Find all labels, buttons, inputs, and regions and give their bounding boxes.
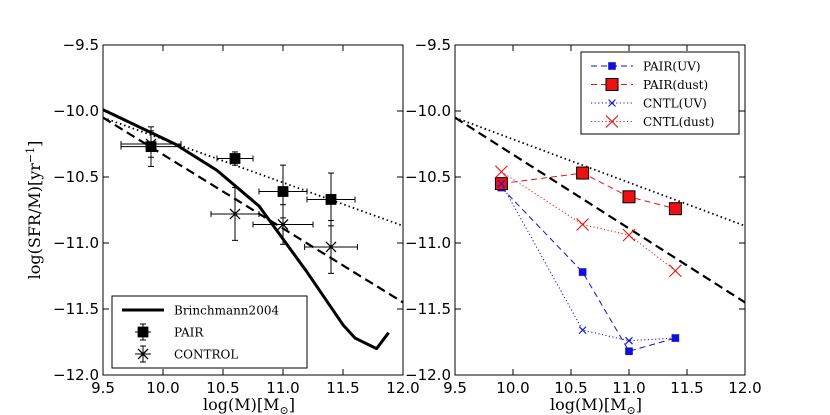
data-point: [576, 218, 589, 231]
x-axis-label-sub: ⊙: [627, 404, 636, 415]
y-axis-label-main: log(SFR/M)[yr: [25, 163, 44, 280]
legend-entry-brinchmann2004-label: Brinchmann2004: [174, 304, 279, 318]
y-axis-label-sup: −1: [24, 147, 37, 163]
x-axis-label: log(M)[M⊙]: [203, 395, 295, 415]
x-tick-label: 12.0: [386, 379, 419, 397]
x-axis-label: log(M)[M⊙]: [550, 395, 642, 415]
data-point: [625, 347, 633, 356]
data-point: [622, 228, 636, 242]
pair-point: [277, 186, 289, 197]
y-tick-label: −10.0: [405, 102, 451, 120]
legend-entry-cntl-uv-label: CNTL(UV): [643, 97, 707, 111]
y-tick-label: −11.0: [53, 234, 99, 252]
y-axis-label: log(SFR/M)[yr−1]: [24, 141, 44, 280]
x-axis-label-main: log(M)[M: [550, 395, 626, 414]
data-point: [668, 202, 682, 216]
x-tick-label: 11.5: [670, 379, 703, 397]
pair-point: [325, 194, 337, 205]
x-tick-label: 9.5: [443, 379, 467, 397]
pair-dust-line: [501, 172, 676, 210]
y-tick-label: −12.0: [405, 366, 451, 384]
control-point: [325, 241, 337, 253]
dashed-reference-line: [455, 116, 745, 304]
legend-entry-control-label: CONTROL: [174, 348, 238, 362]
x-tick-label: 10.5: [206, 379, 239, 397]
series-group: [103, 108, 403, 351]
legend-entry-pair-label: PAIR: [174, 326, 204, 340]
axes-frame: [102, 44, 404, 376]
y-tick-label: −10.5: [53, 168, 99, 186]
data-point: [576, 166, 590, 180]
x-tick-label: 11.5: [326, 379, 359, 397]
cntl-uv-line: [500, 183, 676, 342]
legend-entry-cntl-dust-swatch-marker: [605, 115, 619, 128]
x-tick-label: 10.5: [554, 379, 587, 397]
x-axis-label-close: ]: [636, 395, 642, 414]
x-tick-label: 11.0: [266, 379, 299, 397]
data-point: [671, 334, 680, 342]
pair-uv-line: [501, 187, 676, 352]
control-point: [229, 208, 241, 220]
y-tick-label: −11.5: [405, 300, 451, 318]
data-point: [669, 264, 682, 278]
brinchmann-line: [103, 108, 390, 351]
series-group: [455, 116, 745, 356]
y-tick-label: −11.5: [53, 300, 99, 318]
data-point: [497, 179, 506, 188]
dotted-reference-line: [103, 116, 403, 227]
legend-entry-pair-uv-label: PAIR(UV): [643, 60, 701, 74]
dotted-reference-line: [455, 116, 745, 227]
x-tick-label: 12.0: [728, 379, 761, 397]
y-axis-label-close: ]: [25, 141, 44, 147]
axes-frame: [454, 44, 746, 376]
x-axis-label-main: log(M)[M: [203, 395, 279, 414]
y-tick-label: −10.5: [405, 168, 451, 186]
y-tick-label: −9.5: [63, 36, 99, 54]
cntl-dust-line: [501, 171, 676, 272]
legend-entry-pair-swatch-marker: [137, 326, 149, 338]
legend: Brinchmann2004 PAIR CONTROL: [111, 295, 308, 369]
data-point: [622, 190, 636, 204]
legend-entry-pair-dust-label: PAIR(dust): [643, 78, 708, 92]
y-tick-label: −12.0: [53, 366, 99, 384]
y-tick-label: −9.5: [415, 36, 451, 54]
left-panel: 9.5 10.0 10.5 11.0 11.5 12.0 −9.5 −10.0 −10.5 −11…: [24, 36, 420, 415]
legend-frame: [580, 51, 740, 135]
data-point: [625, 336, 633, 345]
x-tick-label: 9.5: [91, 379, 115, 397]
x-tick-label: 10.0: [496, 379, 529, 397]
x-axis-label-close: ]: [289, 395, 295, 414]
legend-entry-control-swatch-marker: [137, 348, 149, 360]
x-tick-label: 10.0: [146, 379, 179, 397]
data-point: [578, 268, 587, 276]
x-tick-label: 11.0: [612, 379, 645, 397]
right-panel: 9.5 10.0 10.5 11.0 11.5 12.0 −9.5 −10.0 −10.5 −11…: [405, 36, 762, 415]
y-tick-label: −10.0: [53, 102, 99, 120]
data-point: [578, 326, 587, 335]
control-point: [277, 219, 289, 230]
pair-point: [229, 153, 241, 164]
legend-entry-pair-uv-swatch-marker: [608, 62, 616, 70]
legend-entry-cntl-uv-swatch-marker: [608, 99, 616, 107]
control-point: [145, 138, 157, 150]
x-axis-label-sub: ⊙: [280, 404, 289, 415]
legend: PAIR(UV) PAIR(dust) CNTL(UV) CNTL(dust): [580, 51, 740, 135]
y-tick-label: −11.0: [405, 234, 451, 252]
data-point: [495, 165, 508, 179]
legend-entry-cntl-dust-label: CNTL(dust): [643, 115, 714, 129]
legend-entry-pair-dust-swatch-marker: [605, 78, 619, 91]
